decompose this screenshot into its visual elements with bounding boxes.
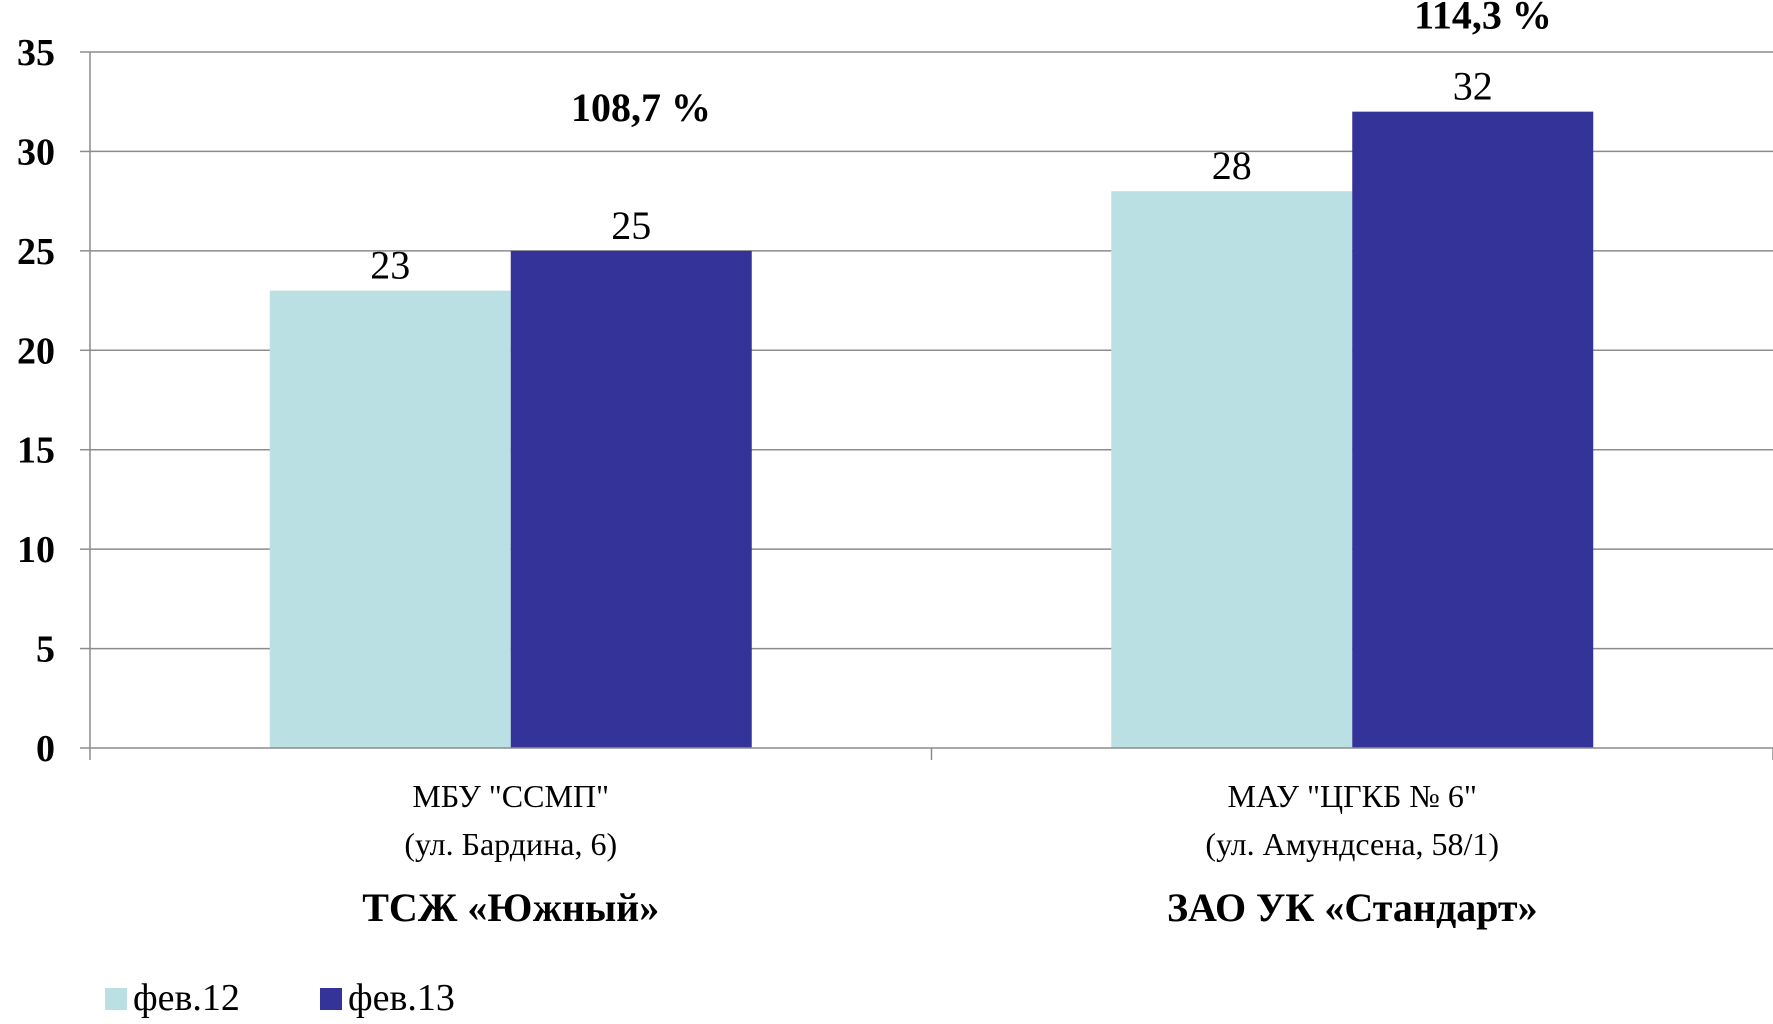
- category-company-0: ТСЖ «Южный»: [362, 885, 659, 930]
- category-name-1: МАУ "ЦГКБ № 6": [1228, 778, 1477, 814]
- y-axis-tick-labels: 0 5 10 15 20 25 30 35: [17, 32, 55, 770]
- y-tick-label-20: 20: [17, 330, 55, 372]
- legend-label-1: фев.13: [348, 977, 455, 1019]
- y-tick-label-10: 10: [17, 529, 55, 571]
- y-tick-label-15: 15: [17, 430, 55, 472]
- data-label-фев.13-0: 25: [611, 203, 651, 248]
- legend-label-0: фев.12: [133, 977, 240, 1019]
- y-tick-label-5: 5: [36, 629, 55, 671]
- category-labels: МБУ "ССМП" (ул. Бардина, 6) ТСЖ «Южный» МАУ…: [362, 778, 1537, 930]
- bar-фев.13-0: [511, 251, 752, 748]
- y-tick-label-30: 30: [17, 131, 55, 173]
- bar-фев.12-1: [1111, 191, 1352, 748]
- y-tick-label-25: 25: [17, 231, 55, 273]
- growth-annotations: 108,7 % 114,3 %: [571, 0, 1552, 130]
- data-label-фев.12-1: 28: [1212, 143, 1252, 188]
- data-label-фев.13-1: 32: [1453, 64, 1493, 109]
- y-tick-label-35: 35: [17, 32, 55, 74]
- y-tick-label-0: 0: [36, 728, 55, 770]
- bar-фев.13-1: [1352, 112, 1593, 748]
- growth-annotation-0: 108,7 %: [571, 85, 711, 130]
- bars: [270, 112, 1594, 748]
- growth-annotation-1: 114,3 %: [1414, 0, 1552, 38]
- legend-swatch-0: [105, 988, 127, 1010]
- data-label-фев.12-0: 23: [370, 243, 410, 288]
- category-address-1: (ул. Амундсена, 58/1): [1205, 826, 1499, 862]
- category-company-1: ЗАО УК «Стандарт»: [1167, 885, 1538, 930]
- bar-фев.12-0: [270, 291, 511, 748]
- legend: фев.12 фев.13: [105, 977, 455, 1019]
- legend-swatch-1: [320, 988, 342, 1010]
- category-address-0: (ул. Бардина, 6): [404, 826, 617, 862]
- category-name-0: МБУ "ССМП": [412, 778, 609, 814]
